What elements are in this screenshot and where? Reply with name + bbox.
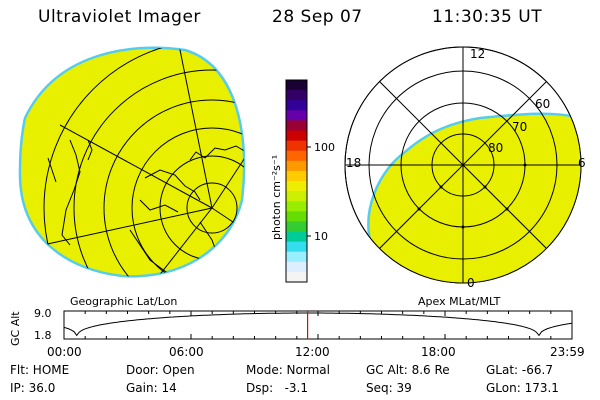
date-label: 28 Sep 07 (272, 7, 363, 27)
mlt-label-6: 6 (578, 156, 586, 170)
info-door: Door: Open (126, 363, 195, 377)
colorbar-swatch (286, 181, 307, 192)
polar-plot (344, 46, 582, 284)
colorbar-unit-label: photon cm⁻²s⁻¹ (270, 154, 283, 240)
info-gain: Gain: 14 (126, 381, 177, 395)
colorbar-swatch (286, 150, 307, 162)
orbit-ytick-9: 9.0 (34, 307, 52, 320)
geo-panel-label: Geographic Lat/Lon (70, 295, 178, 308)
orbit-xtick-0600: 06:00 (169, 345, 204, 359)
colorbar-swatch (286, 90, 307, 101)
mlt-label-18: 18 (346, 156, 362, 170)
colorbar-tick-10: 10 (314, 230, 328, 243)
orbit-xtick-0000: 00:00 (47, 345, 82, 359)
colorbar-swatch (286, 130, 307, 142)
mlt-label-12: 12 (470, 47, 486, 61)
orbit-plot (63, 310, 573, 340)
colorbar-swatch (286, 100, 307, 111)
info-dsp: Dsp: -3.1 (246, 381, 309, 395)
colorbar-swatch (286, 110, 307, 121)
info-glon: GLon: 173.1 (486, 381, 559, 395)
info-mode: Mode: Normal (246, 363, 330, 377)
colorbar-swatch (286, 191, 307, 202)
orbit-xtick-1800: 18:00 (421, 345, 456, 359)
colorbar-swatch (286, 170, 307, 182)
mlt-label-0: 0 (467, 276, 475, 290)
orbit-axis-label: GC Alt (9, 311, 22, 346)
mlat-label-80: 80 (488, 141, 504, 155)
colorbar-swatch (286, 251, 307, 263)
colorbar (285, 79, 311, 283)
info-flight: Flt: HOME (10, 363, 70, 377)
orbit-ytick-1-8: 1.8 (34, 329, 52, 342)
colorbar-swatch (286, 140, 307, 152)
mlat-label-70: 70 (512, 120, 528, 134)
info-seq: Seq: 39 (366, 381, 412, 395)
info-glat: GLat: -66.7 (486, 363, 553, 377)
colorbar-swatch (286, 201, 307, 212)
colorbar-swatch (286, 211, 307, 222)
orbit-xtick-2359: 23:59 (550, 345, 585, 359)
mlat-label-60: 60 (535, 97, 551, 111)
time-label: 11:30:35 UT (432, 7, 543, 27)
colorbar-swatch (286, 241, 307, 253)
instrument-title: Ultraviolet Imager (38, 7, 201, 27)
polar-panel-label: Apex MLat/MLT (418, 295, 501, 308)
colorbar-swatch (286, 160, 307, 172)
colorbar-swatch (286, 221, 307, 232)
colorbar-swatch (286, 271, 307, 283)
colorbar-swatch (286, 80, 307, 91)
info-gc-alt: GC Alt: 8.6 Re (366, 363, 450, 377)
colorbar-tick-100: 100 (314, 141, 335, 154)
colorbar-swatch (286, 231, 307, 243)
colorbar-swatch (286, 261, 307, 273)
colorbar-swatch (286, 120, 307, 131)
info-ip: IP: 36.0 (10, 381, 56, 395)
geographic-image (18, 46, 246, 278)
orbit-xtick-1200: 12:00 (295, 345, 330, 359)
